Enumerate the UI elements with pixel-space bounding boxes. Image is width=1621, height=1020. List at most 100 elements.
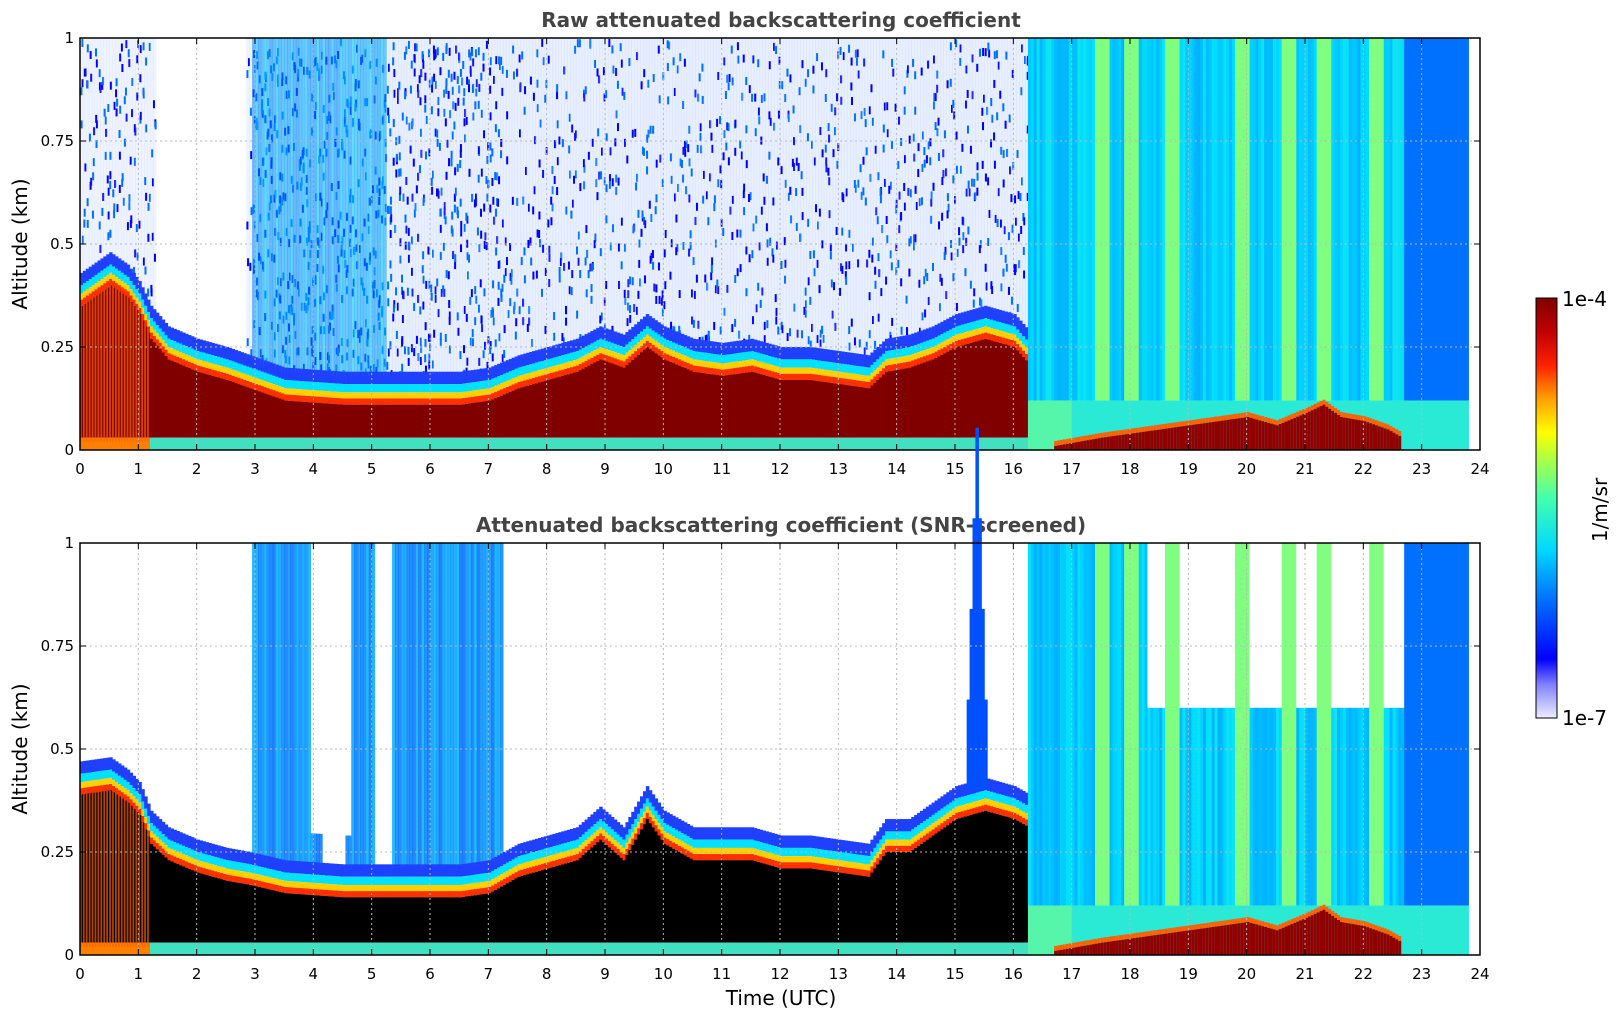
heatmap-column [383,864,387,955]
heatmap-column [669,814,673,955]
heatmap-column [500,543,504,955]
heatmap-column [1299,543,1303,955]
heatmap-column [1331,38,1335,450]
heatmap-column [955,786,959,955]
heatmap-column [535,38,539,450]
heatmap-column [648,38,653,450]
heatmap-column [637,38,642,450]
heatmap-column [1144,38,1149,450]
heatmap-column [173,829,177,955]
heatmap-column [526,841,530,955]
heatmap-column [759,829,764,955]
heatmap-column [316,833,320,955]
heatmap-column [202,340,207,450]
heatmap-column [675,38,680,450]
heatmap-column [263,38,268,450]
heatmap-column [1237,38,1242,450]
heatmap-column [1202,38,1207,450]
heatmap-column [1421,38,1426,450]
heatmap-column [126,769,131,955]
heatmap-column [957,785,962,955]
heatmap-column [1138,543,1143,955]
heatmap-column [1366,38,1370,450]
x-tick-label: 20 [1237,965,1256,983]
heatmap-column [167,326,172,450]
heatmap-column [1258,543,1262,955]
heatmap-column [1226,543,1230,955]
heatmap-column [1342,38,1347,450]
heatmap-column [978,518,982,955]
heatmap-column [377,864,382,955]
x-tick-label: 6 [425,965,435,983]
heatmap-column [946,792,950,955]
x-tick-label: 24 [1470,460,1489,478]
heatmap-column [893,819,898,955]
heatmap-column [1083,38,1087,450]
heatmap-column [1132,38,1137,450]
heatmap-column [806,835,810,955]
heatmap-column [905,819,909,955]
heatmap-column [421,543,425,955]
heatmap-column [1156,38,1160,450]
heatmap-column [447,38,452,450]
heatmap-column [222,847,227,955]
heatmap-column [701,827,705,955]
heatmap-column [873,38,878,450]
heatmap-column [855,842,860,955]
heatmap-column [1214,38,1219,450]
heatmap-column [1252,38,1257,450]
heatmap-column [418,543,422,955]
heatmap-column [470,543,475,955]
heatmap-column [1153,543,1157,955]
x-tick-label: 11 [712,460,731,478]
heatmap-column [689,38,694,450]
heatmap-column [602,38,607,450]
heatmap-column [357,38,361,450]
heatmap-column [1249,543,1254,955]
heatmap-column [669,38,673,450]
heatmap-column [791,835,796,955]
heatmap-column [537,38,542,450]
y-tick-label: 1 [64,29,74,47]
heatmap-column [847,840,851,955]
heatmap-column [115,38,119,450]
heatmap-column [809,38,814,450]
heatmap-column [882,823,886,955]
heatmap-column [995,781,1000,955]
heatmap-column [1147,543,1152,955]
heatmap-column [115,761,119,955]
heatmap-column [295,543,300,955]
heatmap-column [1264,543,1268,955]
x-tick-label: 0 [75,965,85,983]
heatmap-column [459,543,463,955]
heatmap-column [1433,38,1437,450]
heatmap-column [683,38,688,450]
heatmap-column [829,38,834,450]
heatmap-column [106,38,110,450]
heatmap-column [564,38,568,450]
heatmap-column [797,835,802,955]
x-tick-label: 3 [250,965,260,983]
heatmap-column [771,38,776,450]
heatmap-column [1407,543,1411,955]
heatmap-column [686,38,691,450]
heatmap-column [599,806,603,955]
x-tick-label: 18 [1120,965,1139,983]
heatmap-column [917,38,921,450]
x-tick-label: 7 [484,460,494,478]
x-tick-label: 12 [770,965,789,983]
heatmap-column [80,38,84,450]
heatmap-column [1097,38,1102,450]
heatmap-column [1398,38,1402,450]
heatmap-column [269,543,274,955]
heatmap-column [447,543,452,955]
heatmap-column [1211,543,1216,955]
colorbar-gradient [1535,297,1558,719]
heatmap-column [832,38,837,450]
heatmap-column [1235,38,1239,450]
heatmap-column [631,38,636,450]
heatmap-column [100,38,105,450]
heatmap-column [403,38,408,450]
heatmap-column [497,543,501,955]
heatmap-column [1450,543,1455,955]
